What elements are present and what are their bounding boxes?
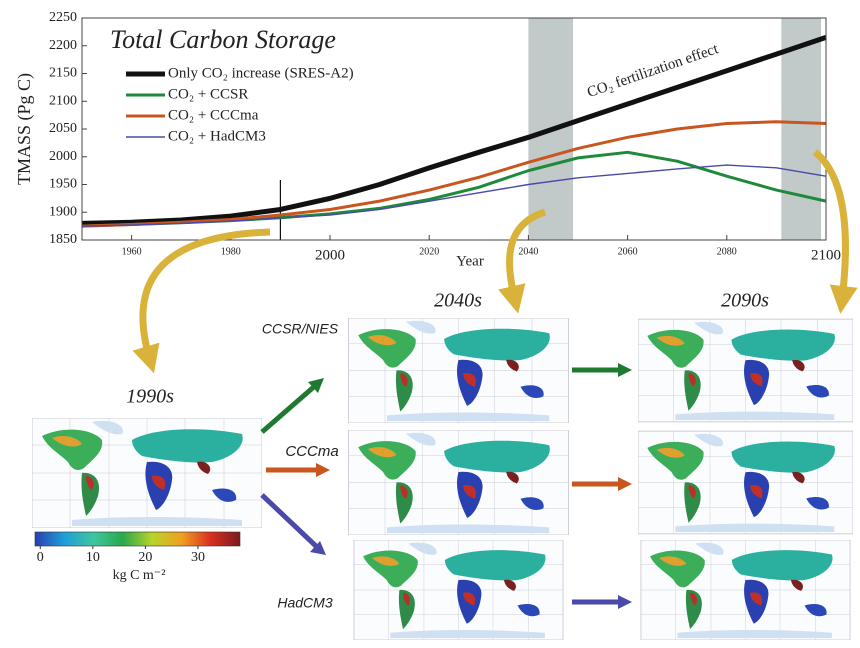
map-2040s-ccsr xyxy=(348,318,569,423)
y-tick-label: 2200 xyxy=(49,38,77,53)
series-line xyxy=(81,35,827,226)
period-label: 1990s xyxy=(126,386,174,408)
y-tick-label: 1850 xyxy=(49,232,77,247)
period-label: 2090s xyxy=(721,290,769,312)
model-label: CCSR/NIES xyxy=(262,321,339,337)
series-line xyxy=(81,150,827,228)
x-tick-label: 2060 xyxy=(618,246,638,257)
colorbar-tick-label: 30 xyxy=(191,550,205,565)
maps xyxy=(32,318,853,640)
map-2040s-hadcm3 xyxy=(353,540,564,640)
chart-title: Total Carbon Storage xyxy=(110,25,336,54)
annotation: CO₂ fertilization effect xyxy=(585,41,721,101)
y-axis-label: TMASS (Pg C) xyxy=(14,73,35,185)
map-2040s-cccma xyxy=(348,430,569,535)
map-2090s-cccma xyxy=(638,430,853,535)
legend-label: CO₂ + CCSR xyxy=(168,86,248,102)
series-line xyxy=(81,164,827,227)
colorbar xyxy=(34,531,241,547)
y-tick-label: 1900 xyxy=(49,204,77,219)
series-line xyxy=(81,120,827,228)
y-tick-label: 2050 xyxy=(49,121,77,136)
y-tick-label: 2250 xyxy=(49,10,77,25)
y-tick-label: 2000 xyxy=(49,149,77,164)
colorbar-tick-label: 0 xyxy=(37,550,44,565)
model-label: CCCma xyxy=(285,443,338,460)
x-tick-label: 1960 xyxy=(122,246,142,257)
colorbar-label: kg C m⁻² xyxy=(113,568,166,583)
y-tick-label: 2150 xyxy=(49,66,77,81)
legend-label: CO₂ + CCCma xyxy=(168,107,259,123)
x-tick-label: 2040 xyxy=(518,246,538,257)
period-label: 2040s xyxy=(434,290,482,312)
colorbar-tick-label: 10 xyxy=(86,550,100,565)
map-1990s xyxy=(32,418,262,528)
x-tick-label: 2080 xyxy=(717,246,737,257)
legend-label: CO₂ + HadCM3 xyxy=(168,128,266,144)
y-tick-label: 1950 xyxy=(49,177,77,192)
x-tick-label: 2100 xyxy=(811,247,841,263)
x-tick-label: 1980 xyxy=(221,246,241,257)
pointer-arrows xyxy=(132,149,858,374)
model-label: HadCM3 xyxy=(277,595,332,611)
shaded-span xyxy=(781,18,822,240)
map-2090s-ccsr xyxy=(638,318,853,423)
x-axis-label: Year xyxy=(456,253,484,269)
plot-frame xyxy=(81,17,827,241)
x-tick-label: 2020 xyxy=(419,246,439,257)
colorbar-tick-label: 20 xyxy=(138,550,152,565)
x-tick-label: 2000 xyxy=(315,247,345,263)
line-chart: 1850 1900 1950 2000 2050 2100 2150 2200 2250 1960… xyxy=(49,10,841,263)
legend-label: Only CO₂ increase (SRES-A2) xyxy=(168,65,354,81)
y-tick-label: 2100 xyxy=(49,93,77,108)
model-arrows xyxy=(260,363,632,609)
map-2090s-hadcm3 xyxy=(640,540,851,640)
